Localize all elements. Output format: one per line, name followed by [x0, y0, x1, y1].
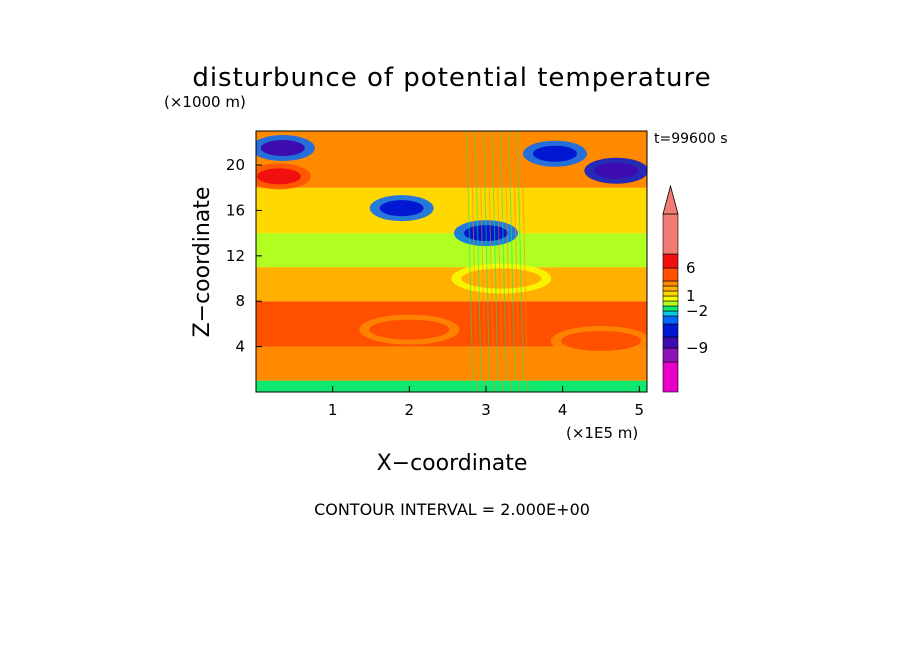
- wave-streak-7: [495, 131, 503, 392]
- y-tick-label: 12: [226, 247, 245, 265]
- colorbar-tick-label: −2: [686, 302, 708, 320]
- x-tick-label: 4: [558, 401, 568, 419]
- colorbar-swatch: [662, 213, 679, 255]
- x-axis: 1 2 3 4 5: [328, 386, 644, 419]
- contour-interval-footer: CONTOUR INTERVAL = 2.000E+00: [314, 500, 590, 519]
- wave-streak-3: [478, 131, 487, 392]
- field-band-0: [256, 380, 647, 392]
- colorbar-swatch: [662, 290, 679, 297]
- wave-streak-4: [483, 131, 491, 392]
- feature-5: [594, 162, 639, 179]
- wave-streak-8: [500, 131, 508, 392]
- colorbar-swatch: [662, 300, 679, 307]
- colorbar-extend-arrow: [662, 184, 679, 215]
- colorbar-swatch: [662, 305, 679, 312]
- y-axis-title: Z−coordinate: [190, 187, 215, 338]
- wave-streak-11: [512, 131, 520, 392]
- feature-6: [369, 319, 450, 340]
- colorbar-swatch: [662, 253, 679, 269]
- field-band-6: [256, 131, 647, 188]
- x-tick-label: 1: [328, 401, 338, 419]
- y-unit-label: (×1000 m): [164, 93, 246, 111]
- y-tick-label: 4: [235, 338, 245, 356]
- time-label: t=99600 s: [654, 131, 728, 147]
- colorbar-tick-label: −9: [686, 339, 708, 357]
- feature-7: [561, 330, 641, 351]
- feature-4: [533, 145, 577, 162]
- feature-0: [257, 168, 301, 185]
- x-tick-label: 2: [405, 401, 415, 419]
- plot-frame: [255, 130, 648, 393]
- colorbar-swatch: [662, 295, 679, 302]
- wave-streak-0: [466, 131, 474, 392]
- feature-2: [379, 200, 424, 217]
- colorbar-swatch: [662, 280, 679, 287]
- x-tick-label: 5: [635, 401, 645, 419]
- colorbar-tick-label: 6: [686, 259, 696, 277]
- colorbar-swatch: [662, 336, 679, 349]
- colorbar-swatch: [662, 310, 679, 317]
- chart-title: disturbunce of potential temperature: [192, 63, 711, 93]
- colorbar-swatch: [662, 267, 679, 282]
- y-tick-label: 8: [235, 292, 245, 310]
- x-axis-title: X−coordinate: [377, 451, 528, 476]
- y-axis: 4 8 12 16 20: [226, 156, 262, 356]
- wave-streak-1: [470, 131, 478, 392]
- feature-8: [461, 268, 542, 289]
- colorbar-tick-label: 1: [686, 287, 696, 305]
- wave-streak-13: [521, 131, 529, 392]
- x-tick-label: 3: [481, 401, 491, 419]
- x-unit-label: (×1E5 m): [566, 424, 638, 442]
- colorbar: 6 1−2 −9: [662, 184, 708, 393]
- feature-1: [260, 140, 305, 157]
- wave-streak-5: [487, 131, 495, 392]
- wave-streak-9: [504, 131, 512, 392]
- field-band-5: [256, 187, 647, 234]
- wave-streak-12: [516, 131, 525, 392]
- wave-streak-2: [474, 131, 482, 392]
- wave-streak-10: [508, 131, 516, 392]
- colorbar-swatch: [662, 285, 679, 292]
- y-tick-label: 16: [226, 201, 245, 219]
- colorbar-swatch: [662, 361, 679, 393]
- colorbar-swatch: [662, 315, 679, 325]
- colorbar-swatch: [662, 347, 679, 363]
- colorbar-swatch: [662, 323, 679, 338]
- field-band-4: [256, 233, 647, 268]
- wave-streak-6: [491, 131, 499, 392]
- contour-field: [256, 131, 647, 392]
- field-band-3: [256, 267, 647, 302]
- y-tick-label: 20: [226, 156, 245, 174]
